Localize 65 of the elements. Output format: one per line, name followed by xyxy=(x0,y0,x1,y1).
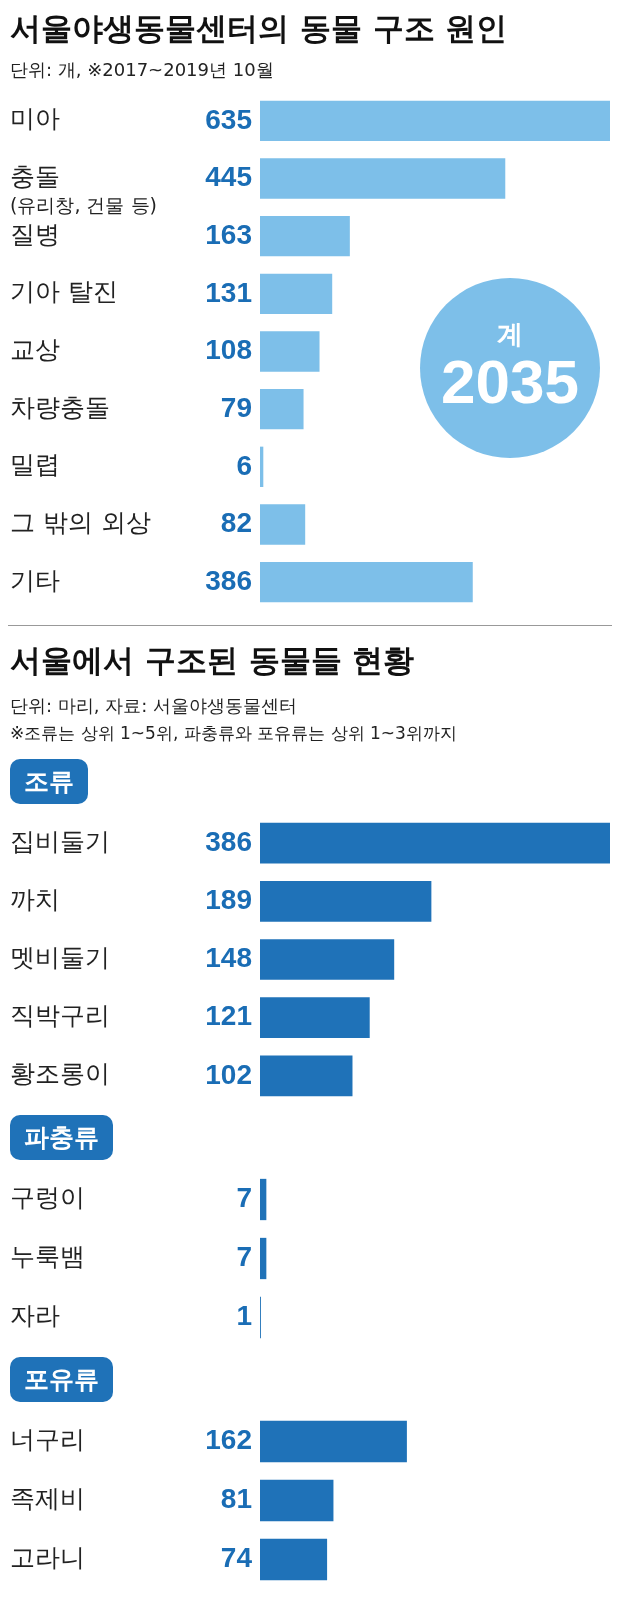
y-tick-label: 집비둘기 xyxy=(10,826,110,856)
y-tick-label: 그 밖의 외상 xyxy=(10,508,151,537)
chart-title: 포유류 xyxy=(10,1357,113,1402)
data-label: 82 xyxy=(220,507,252,539)
y-tick-label: 직박구리 xyxy=(10,1001,110,1031)
y-tick-label: 질병 xyxy=(10,219,60,249)
chart-title: 서울야생동물센터의 동물 구조 원인 xyxy=(10,9,509,48)
y-tick-label: 구렁이 xyxy=(10,1183,85,1212)
bar xyxy=(260,997,370,1039)
y-tick-label: 교상 xyxy=(10,335,60,364)
data-label: 189 xyxy=(205,884,252,916)
data-label: 386 xyxy=(205,564,252,596)
bar xyxy=(260,100,610,142)
data-label: 108 xyxy=(205,334,252,366)
data-label: 386 xyxy=(205,825,252,857)
y-tick-label: 고라니 xyxy=(10,1543,85,1572)
bar xyxy=(260,158,506,199)
data-label: 81 xyxy=(220,1483,252,1515)
data-label: 79 xyxy=(220,391,252,423)
y-tick-label: 황조롱이 xyxy=(10,1059,110,1089)
data-label: 6 xyxy=(236,449,252,481)
y-tick-label: 미아 xyxy=(10,104,60,134)
bar xyxy=(260,215,350,257)
data-label: 7 xyxy=(236,1182,252,1214)
data-label: 163 xyxy=(205,218,252,250)
bar xyxy=(260,388,304,430)
text: 서울에서 구조된 동물들 현황 xyxy=(10,641,416,680)
bar xyxy=(260,504,306,545)
bar xyxy=(260,273,333,315)
data-label: 1 xyxy=(236,1300,252,1332)
circle-badge: 계 2035 xyxy=(420,278,600,458)
bar xyxy=(260,880,432,922)
data-label: 7 xyxy=(236,1241,252,1273)
y-tick-label: 멧비둘기 xyxy=(10,943,110,972)
bar xyxy=(260,1055,353,1097)
data-label: 148 xyxy=(205,942,252,974)
text: 단위: 마리, 자료: 서울야생동물센터 xyxy=(10,694,298,718)
data-label: 635 xyxy=(205,103,252,135)
chart-subtitle: 단위: 개, ※2017~2019년 10월 xyxy=(10,58,275,82)
bar xyxy=(260,446,264,488)
y-tick-label: 기타 xyxy=(10,565,60,595)
bar xyxy=(260,331,320,372)
bar xyxy=(260,939,395,980)
y-tick-label: 기아 탈진 xyxy=(10,277,118,307)
text: 조류 xyxy=(10,759,88,804)
data-label: 162 xyxy=(205,1424,252,1456)
y-tick-label: 너구리 xyxy=(10,1425,85,1454)
annotation: 계 xyxy=(497,318,523,349)
y-tick-label: 차량충돌 xyxy=(10,392,110,422)
y-tick-label: 까치 xyxy=(10,884,60,914)
annotation: 2035 xyxy=(441,347,579,417)
text: ※조류는 상위 1~5위, 파충류와 포유류는 상위 1~3위까지 xyxy=(10,722,458,745)
bar xyxy=(260,822,610,864)
y-tick-label: 누룩뱀 xyxy=(10,1242,85,1271)
bar xyxy=(260,561,473,603)
chart-title: 파충류 xyxy=(10,1115,113,1160)
y-tick-label: 자라 xyxy=(10,1301,60,1330)
y-tick-label: 족제비 xyxy=(10,1484,85,1513)
data-label: 102 xyxy=(205,1058,252,1090)
data-label: 121 xyxy=(205,1000,252,1032)
data-label: 445 xyxy=(205,161,252,193)
data-label: 131 xyxy=(205,276,252,308)
y-tick-label: 충돌 (유리창, 건물 등) xyxy=(10,162,157,217)
y-tick-label: 밀렵 xyxy=(10,450,60,480)
data-label: 74 xyxy=(220,1542,253,1574)
